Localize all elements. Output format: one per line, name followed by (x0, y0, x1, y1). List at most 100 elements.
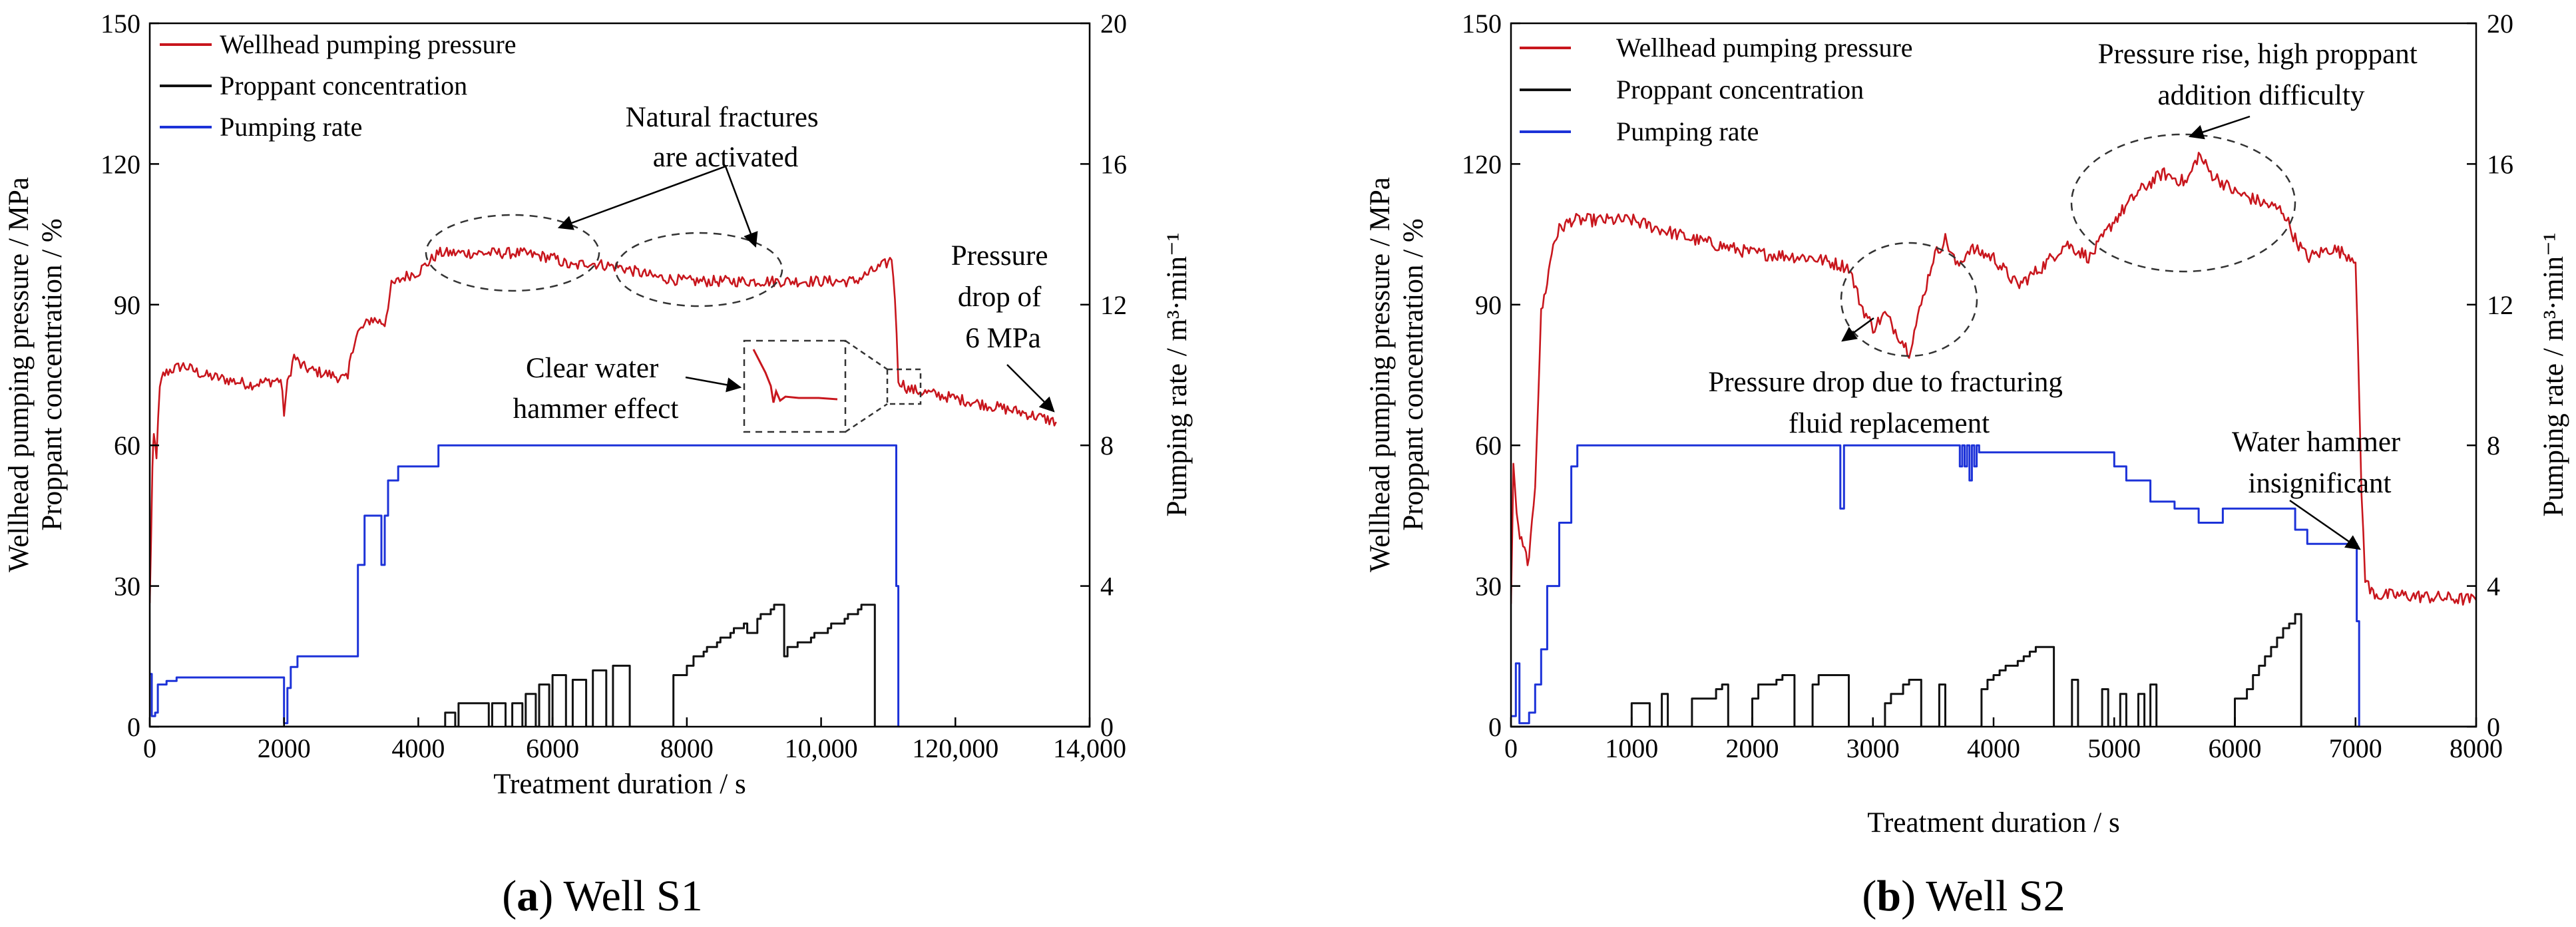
natural-fractures-ellipse-1 (425, 214, 600, 292)
pressure-drop-ellipse (1840, 242, 1978, 357)
annotation-natural-fractures: Natural fractures are activated (626, 102, 826, 173)
annotation-water-hammer-line1: Clear water (526, 353, 658, 384)
x-tick-label: 2000 (258, 733, 311, 763)
panel-a-well-s1: 0 2000 4000 6000 8000 10,000 120,000 14,0000306… (3, 9, 1193, 920)
series-wellhead-pumping-pressure (150, 246, 1057, 604)
annotation-pressure-drop-replacement-line1: Pressure drop due to fracturing (1708, 367, 2063, 398)
panel-b-well-s2: 0 1000 2000 3000 4000 5000 6000 7000 80000306090… (1365, 9, 2569, 920)
y-right-tick-label: 12 (1100, 290, 1127, 320)
caption-a-letter: a (517, 872, 538, 920)
x-tick-label: 0 (1504, 733, 1518, 763)
caption-a-text: Well S1 (564, 872, 703, 920)
caption-b-letter: b (1876, 872, 1901, 920)
legend-label-proppant: Proppant concentration (220, 71, 467, 100)
annotation-water-hammer-insignificant-line2: insignificant (2249, 468, 2392, 499)
annotation-pressure-rise-line1: Pressure rise, high proppant (2098, 39, 2418, 70)
annotation-pressure-drop-6mpa: Pressure drop of 6 MPa (951, 240, 1055, 354)
annotation-pressure-rise-line2: addition difficulty (2158, 80, 2365, 111)
zoom-connector-top (845, 339, 888, 371)
y-left-axis-title-line2: Proppant concentration / % (1398, 218, 1429, 530)
x-tick-label: 7000 (2329, 733, 2382, 763)
x-tick-label: 6000 (526, 733, 579, 763)
x-axis-title: Treatment duration / s (493, 769, 746, 800)
y-right-tick-label: 8 (1100, 431, 1114, 461)
y-left-axis-title-line1: Wellhead pumping pressure / MPa (1365, 177, 1396, 572)
y-left-axis-title-line2: Proppant concentration / % (37, 218, 68, 530)
legend-label-rate: Pumping rate (220, 112, 362, 142)
series-wellhead-pumping-pressure (1511, 152, 2476, 606)
plot-frame (148, 22, 1091, 728)
x-tick-label: 8000 (660, 733, 714, 763)
y-left-tick-label: 60 (114, 431, 140, 461)
water-hammer-arrow (685, 376, 742, 393)
x-tick-label: 6000 (2209, 733, 2262, 763)
water-hammer-zoom-box (743, 339, 847, 433)
pressure-rise-ellipse (2070, 133, 2296, 273)
legend: Wellhead pumping pressure Proppant conce… (1520, 33, 1913, 146)
annotation-pressure-drop-line3: 6 MPa (965, 323, 1040, 354)
caption-b-text: Well S2 (1926, 872, 2065, 920)
water-hammer-source-box (886, 368, 922, 405)
x-tick-label: 1000 (1605, 733, 1658, 763)
annotation-water-hammer-insignificant: Water hammer insignificant (2232, 427, 2408, 499)
y-right-axis-title: Pumping rate / m³·min⁻¹ (1162, 232, 1193, 516)
annotation-water-hammer: Clear water hammer effect (513, 353, 679, 425)
annotation-pressure-drop-replacement: Pressure drop due to fracturing fluid re… (1708, 367, 2069, 439)
annotation-natural-fractures-line2: are activated (653, 142, 798, 173)
x-tick-label: 4000 (391, 733, 445, 763)
y-left-tick-label: 90 (1475, 290, 1502, 320)
legend: Wellhead pumping pressure Proppant conce… (160, 29, 517, 142)
pressure-drop-arrow (1006, 364, 1055, 413)
y-left-tick-label: 120 (1462, 149, 1502, 179)
y-left-tick-label: 120 (101, 149, 140, 179)
natural-fractures-ellipse-2 (614, 232, 783, 307)
y-right-axis-title: Pumping rate / m³·min⁻¹ (2538, 232, 2569, 516)
series-proppant-concentration (1511, 613, 2476, 727)
y-left-tick-label: 60 (1475, 431, 1502, 461)
annotation-natural-fractures-line1: Natural fractures (626, 102, 819, 133)
annotation-pressure-drop-line2: drop of (958, 281, 1042, 313)
y-left-tick-label: 150 (101, 9, 140, 39)
annotation-water-hammer-insignificant-line1: Water hammer (2232, 427, 2400, 458)
x-tick-label: 14,000 (1053, 733, 1126, 763)
y-left-tick-label: 0 (1488, 712, 1502, 742)
y-right-tick-label: 16 (1100, 149, 1127, 179)
zoom-connector-bottom (845, 403, 888, 433)
x-tick-label: 0 (143, 733, 156, 763)
y-right-tick-label: 0 (2487, 712, 2500, 742)
legend-label-rate: Pumping rate (1616, 116, 1759, 146)
y-right-tick-label: 4 (1100, 572, 1114, 602)
series-proppant-concentration (150, 604, 1090, 727)
x-tick-label: 3000 (1846, 733, 1900, 763)
legend-label-pressure: Wellhead pumping pressure (220, 29, 517, 59)
annotation-pressure-drop-replacement-line2: fluid replacement (1789, 408, 1990, 439)
x-tick-label: 10,000 (785, 733, 858, 763)
water-hammer-zoom-curve (752, 349, 838, 403)
x-axis-title: Treatment duration / s (1867, 807, 2119, 838)
annotation-water-hammer-line2: hammer effect (513, 393, 679, 425)
y-left-tick-label: 30 (1475, 572, 1502, 602)
pressure-rise-arrow (2188, 115, 2251, 140)
x-tick-label: 5000 (2087, 733, 2141, 763)
y-right-tick-label: 20 (1100, 9, 1127, 39)
y-right-tick-label: 0 (1100, 712, 1114, 742)
y-right-tick-label: 20 (2487, 9, 2513, 39)
y-right-tick-label: 16 (2487, 149, 2513, 179)
x-tick-label: 8000 (2450, 733, 2503, 763)
x-tick-label: 120,000 (912, 733, 998, 763)
y-left-tick-label: 30 (114, 572, 140, 602)
legend-label-pressure: Wellhead pumping pressure (1616, 33, 1913, 63)
x-tick-label: 2000 (1726, 733, 1779, 763)
caption-a: (a) Well S1 (502, 872, 702, 920)
caption-b: (b) Well S2 (1862, 872, 2065, 920)
water-hammer-insignificant-arrow (2289, 499, 2361, 550)
y-right-tick-label: 4 (2487, 572, 2500, 602)
annotation-pressure-drop-line1: Pressure (951, 240, 1048, 272)
series-pumping-rate (1511, 444, 2476, 727)
y-right-tick-label: 12 (2487, 290, 2513, 320)
legend-label-proppant: Proppant concentration (1616, 75, 1864, 104)
y-left-tick-label: 150 (1462, 9, 1502, 39)
natural-fractures-arrow-1 (557, 165, 726, 230)
series-pumping-rate (150, 444, 1090, 727)
